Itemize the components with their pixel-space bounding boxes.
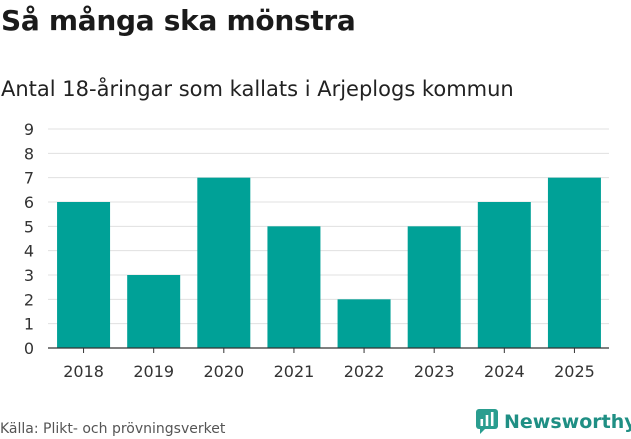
bar <box>127 275 181 348</box>
y-tick-label: 6 <box>24 193 34 212</box>
bar <box>337 299 391 348</box>
x-tick-label: 2025 <box>554 362 595 381</box>
newsworthy-logo-icon <box>476 409 498 434</box>
y-tick-label: 3 <box>24 266 34 285</box>
bar <box>407 226 461 348</box>
chart-subtitle: Antal 18-åringar som kallats i Arjeplogs… <box>1 77 514 101</box>
x-tick-label: 2018 <box>63 362 104 381</box>
x-tick-label: 2020 <box>203 362 244 381</box>
y-tick-label: 5 <box>24 217 34 236</box>
x-tick-label: 2021 <box>274 362 315 381</box>
chart-title: Så många ska mönstra <box>1 4 356 37</box>
y-tick-label: 1 <box>24 315 34 334</box>
y-tick-label: 8 <box>24 144 34 163</box>
y-tick-label: 4 <box>24 242 34 261</box>
bar <box>267 226 321 348</box>
x-tick-label: 2024 <box>484 362 525 381</box>
x-tick-label: 2023 <box>414 362 455 381</box>
x-axis-ticks: 2018 2019 2020 2021 2022 2023 2024 2025 <box>48 347 609 381</box>
bar <box>197 177 251 348</box>
y-tick-label: 7 <box>24 169 34 188</box>
brand-name: Newsworthy <box>504 411 631 433</box>
bars <box>57 177 601 348</box>
y-tick-label: 2 <box>24 290 34 309</box>
x-tick-label: 2022 <box>344 362 385 381</box>
y-tick-label: 9 <box>24 120 34 139</box>
bar <box>547 177 601 348</box>
x-tick-label: 2019 <box>133 362 174 381</box>
bar <box>57 202 111 348</box>
bar <box>477 202 531 348</box>
source-note: Källa: Plikt- och prövningsverket <box>0 421 226 437</box>
y-tick-label: 0 <box>24 339 34 358</box>
brand-logo: Newsworthy <box>476 408 631 436</box>
y-axis-ticks: 0 1 2 3 4 5 6 7 8 9 <box>24 120 34 358</box>
